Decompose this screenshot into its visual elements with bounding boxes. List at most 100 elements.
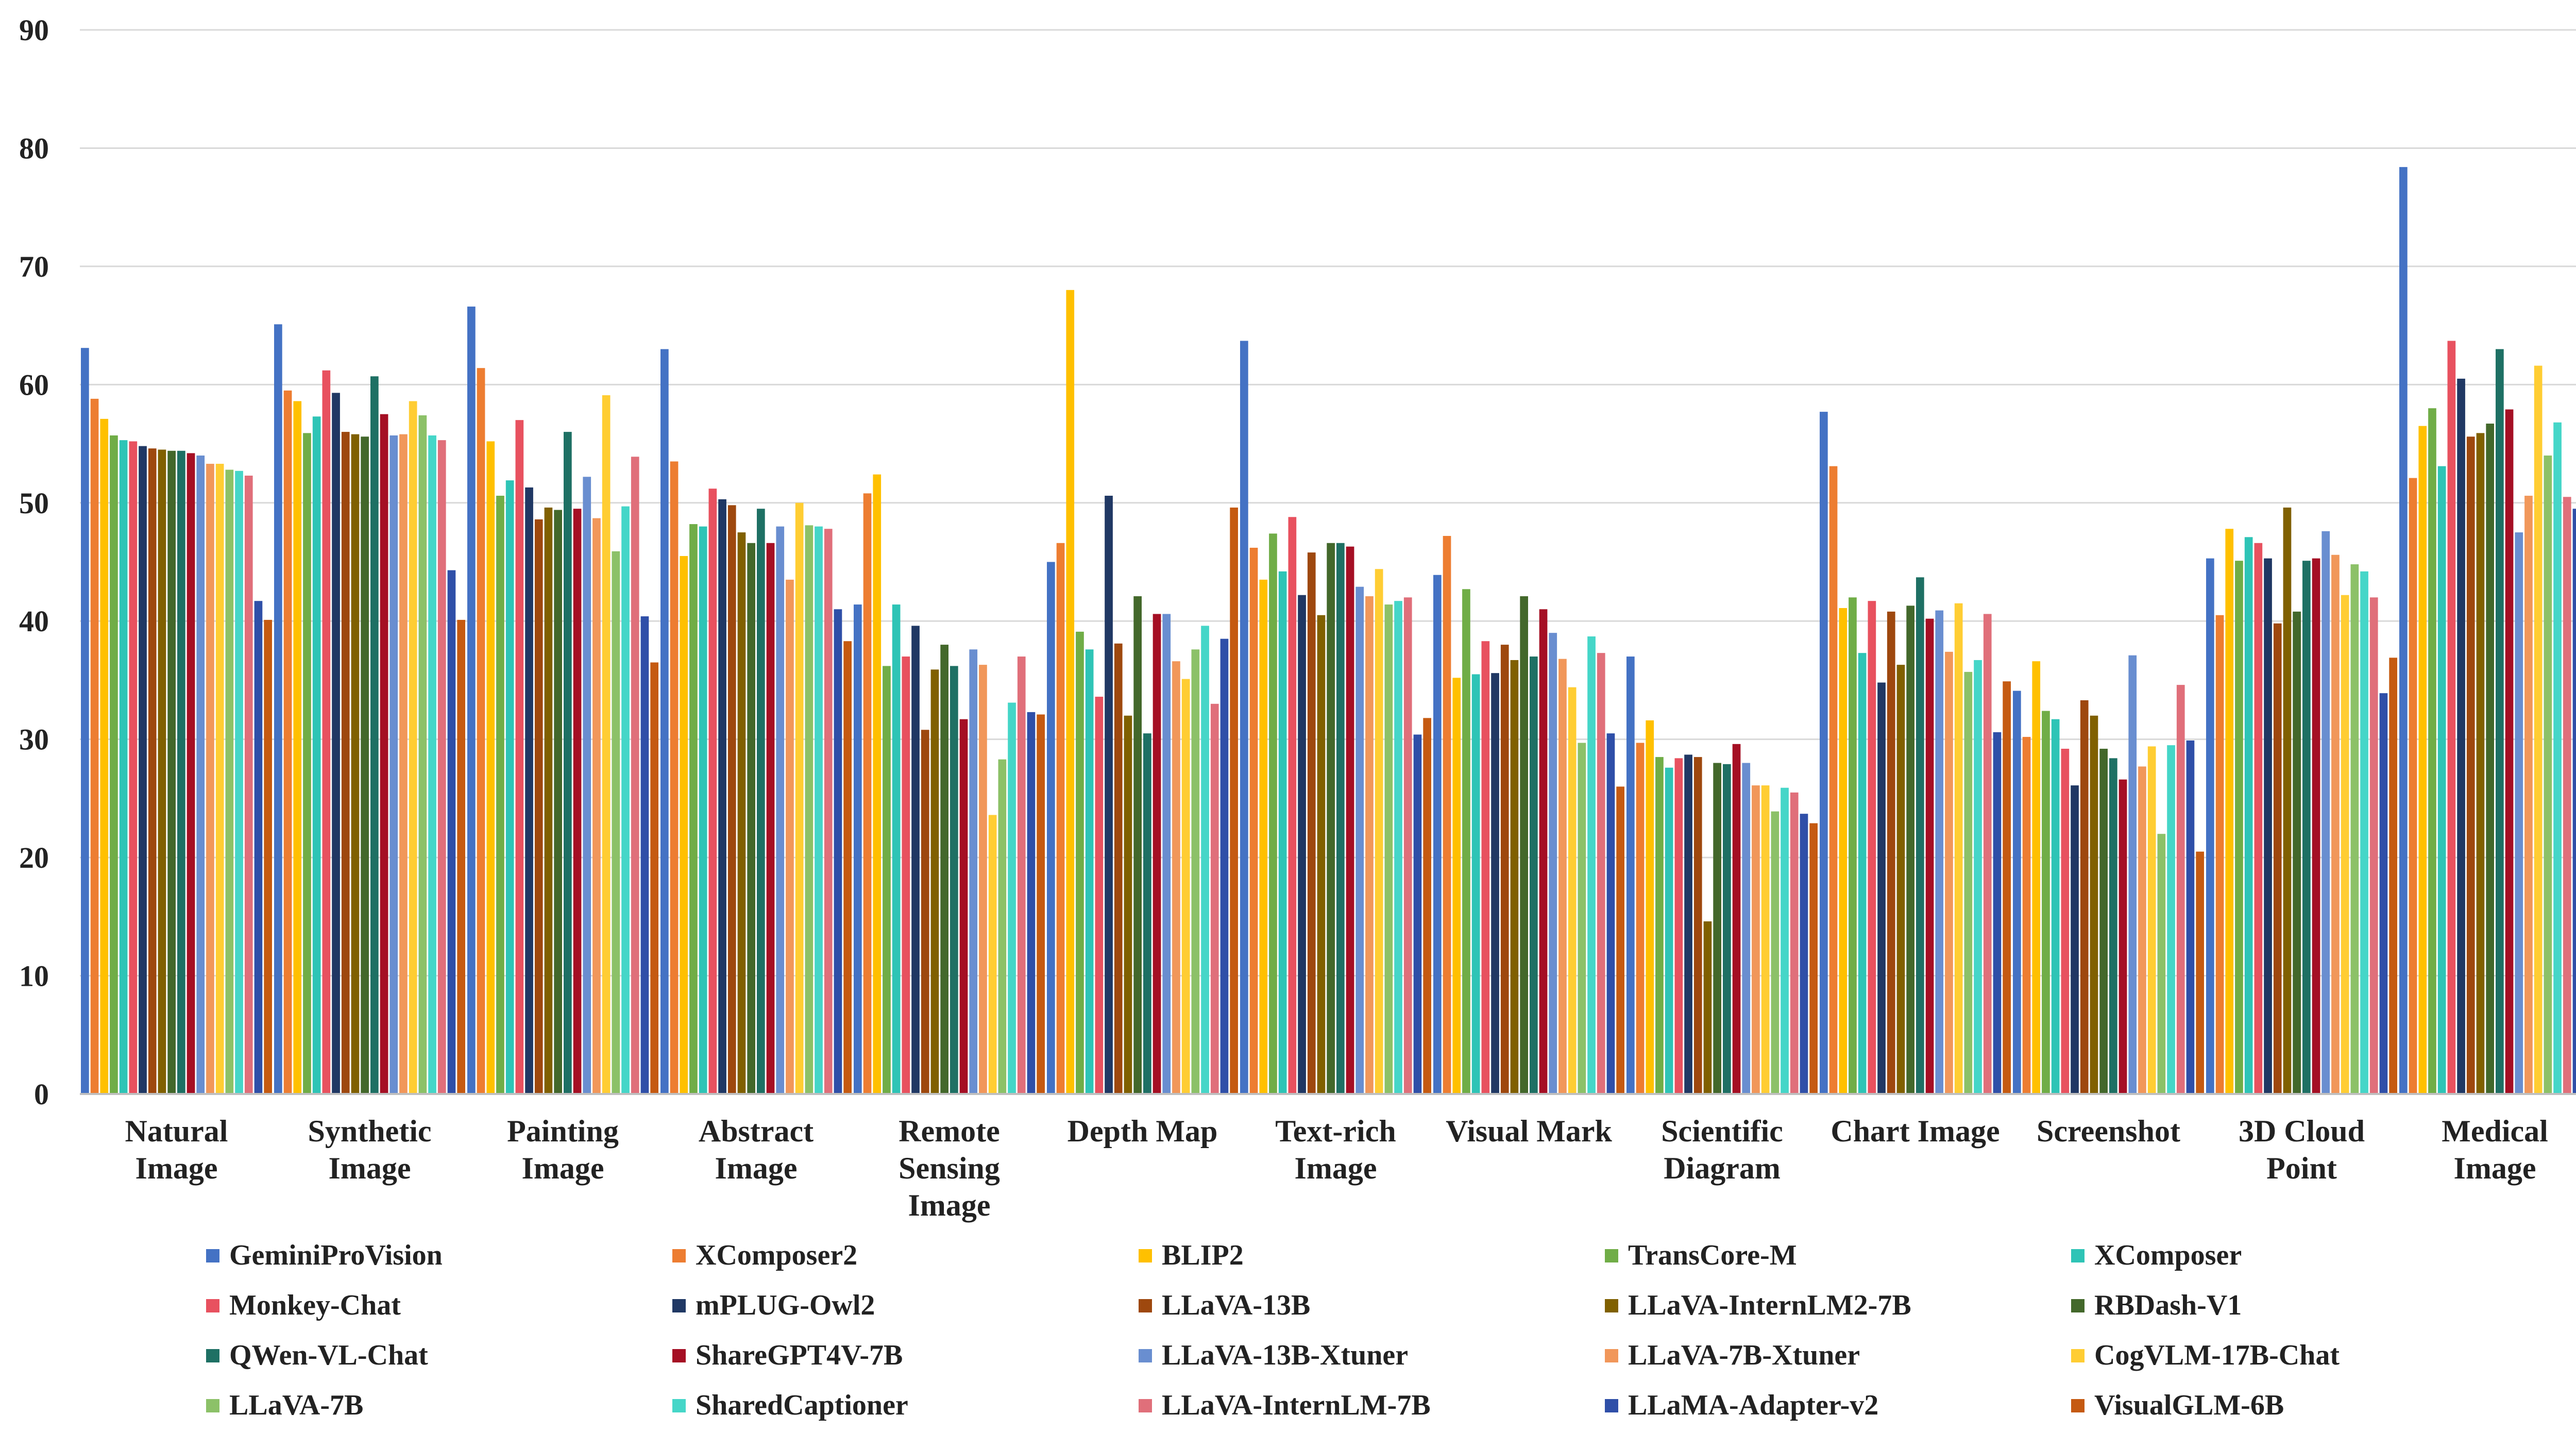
legend-label: LLaVA-13B-Xtuner bbox=[1162, 1339, 1408, 1371]
bar bbox=[1935, 610, 1944, 1094]
bar bbox=[1578, 743, 1586, 1094]
series-cogvlm-17b-chat bbox=[215, 365, 2543, 1095]
bar bbox=[959, 719, 968, 1094]
bar bbox=[689, 524, 698, 1094]
series-monkey-chat bbox=[129, 341, 2456, 1095]
bar bbox=[389, 435, 398, 1095]
bar bbox=[786, 579, 794, 1094]
bar bbox=[1800, 814, 1808, 1094]
bar bbox=[1732, 744, 1741, 1094]
legend-swatch bbox=[1139, 1249, 1152, 1262]
legend-label: CogVLM-17B-Chat bbox=[2094, 1339, 2340, 1371]
bar bbox=[1606, 733, 1615, 1094]
bar bbox=[1945, 651, 1953, 1094]
bar bbox=[2225, 529, 2234, 1094]
bar bbox=[1616, 786, 1624, 1094]
bar bbox=[1849, 597, 1857, 1094]
bar bbox=[2138, 766, 2146, 1094]
bar bbox=[1423, 718, 1431, 1094]
bar bbox=[2496, 349, 2504, 1094]
legend-label: LLaVA-7B-Xtuner bbox=[1628, 1339, 1860, 1371]
bar bbox=[1549, 633, 1557, 1094]
legend-label: VisualGLM-6B bbox=[2094, 1389, 2284, 1421]
bar bbox=[718, 499, 726, 1094]
bar bbox=[1684, 754, 1692, 1094]
bar bbox=[2244, 537, 2253, 1094]
bar bbox=[215, 464, 224, 1095]
bar bbox=[554, 510, 562, 1094]
bar bbox=[1133, 596, 1142, 1094]
bar bbox=[283, 390, 292, 1094]
bar bbox=[303, 433, 311, 1095]
bar bbox=[2302, 561, 2311, 1094]
bar bbox=[1307, 552, 1316, 1094]
bar bbox=[902, 656, 910, 1094]
bar bbox=[351, 434, 360, 1095]
bar bbox=[2051, 719, 2060, 1094]
bar bbox=[167, 450, 176, 1094]
bar bbox=[293, 401, 302, 1094]
bar bbox=[2476, 433, 2485, 1095]
bar bbox=[2360, 571, 2368, 1094]
bar bbox=[1896, 665, 1905, 1094]
bar bbox=[1433, 575, 1442, 1094]
bar bbox=[1655, 757, 1664, 1094]
x-category-label: Screenshot bbox=[2037, 1114, 2180, 1148]
bar bbox=[1558, 659, 1567, 1094]
bar bbox=[573, 509, 582, 1094]
bar bbox=[1568, 687, 1577, 1094]
bar bbox=[1249, 547, 1258, 1094]
bar bbox=[196, 456, 205, 1094]
bar bbox=[235, 470, 243, 1094]
x-category-label: Remote Sensing Image bbox=[899, 1114, 1000, 1222]
legend-item: QWen-VL-Chat bbox=[206, 1339, 428, 1371]
y-tick-label: 10 bbox=[19, 959, 49, 993]
bar bbox=[834, 609, 842, 1094]
series-llava-internlm-7b bbox=[244, 440, 2571, 1094]
bar bbox=[1124, 715, 1132, 1094]
bar bbox=[1500, 645, 1509, 1094]
x-category-label: Natural Image bbox=[125, 1114, 228, 1185]
bar bbox=[2235, 561, 2243, 1094]
legend-item: LLaVA-13B bbox=[1139, 1289, 1310, 1321]
y-tick-label: 30 bbox=[19, 723, 49, 756]
legend-swatch bbox=[1139, 1299, 1152, 1312]
bar bbox=[2369, 597, 2378, 1094]
bar bbox=[2128, 655, 2137, 1094]
bar bbox=[486, 441, 495, 1094]
bar bbox=[2215, 615, 2224, 1094]
bar bbox=[1839, 608, 1848, 1094]
bar bbox=[139, 446, 147, 1094]
bar bbox=[1520, 596, 1528, 1094]
bar bbox=[1403, 597, 1412, 1094]
bar bbox=[1037, 714, 1045, 1094]
bar bbox=[2206, 558, 2214, 1094]
legend-label: LLaVA-13B bbox=[1162, 1289, 1310, 1321]
bar bbox=[1587, 636, 1596, 1094]
legend-item: RBDash-V1 bbox=[2071, 1289, 2242, 1321]
legend-swatch bbox=[206, 1399, 219, 1412]
bar bbox=[2283, 507, 2292, 1094]
bar bbox=[1636, 743, 1645, 1094]
legend-label: TransCore-M bbox=[1628, 1239, 1797, 1271]
bar bbox=[979, 665, 987, 1094]
legend-item: CogVLM-17B-Chat bbox=[2071, 1339, 2340, 1371]
series-mplug-owl2 bbox=[139, 378, 2465, 1095]
y-tick-label: 50 bbox=[19, 486, 49, 520]
bar bbox=[1887, 611, 1895, 1094]
bar bbox=[341, 432, 350, 1094]
legend-item: LLaVA-InternLM-7B bbox=[1139, 1389, 1431, 1421]
bar bbox=[158, 449, 166, 1094]
legend-swatch bbox=[672, 1349, 686, 1362]
series-rbdash-v1 bbox=[167, 424, 2494, 1095]
series-xcomposer2 bbox=[90, 368, 2417, 1095]
series-llava-internlm2-7b bbox=[158, 433, 2485, 1095]
bar bbox=[81, 348, 89, 1094]
y-axis-ticks: 0 10 20 30 40 50 60 70 80 90 bbox=[19, 13, 49, 1111]
legend-item: XComposer bbox=[2071, 1239, 2242, 1271]
bar bbox=[564, 432, 572, 1094]
series-geminiprovision bbox=[81, 167, 2408, 1095]
bar bbox=[1355, 586, 1364, 1094]
bar bbox=[2428, 408, 2436, 1095]
bar bbox=[930, 669, 939, 1094]
